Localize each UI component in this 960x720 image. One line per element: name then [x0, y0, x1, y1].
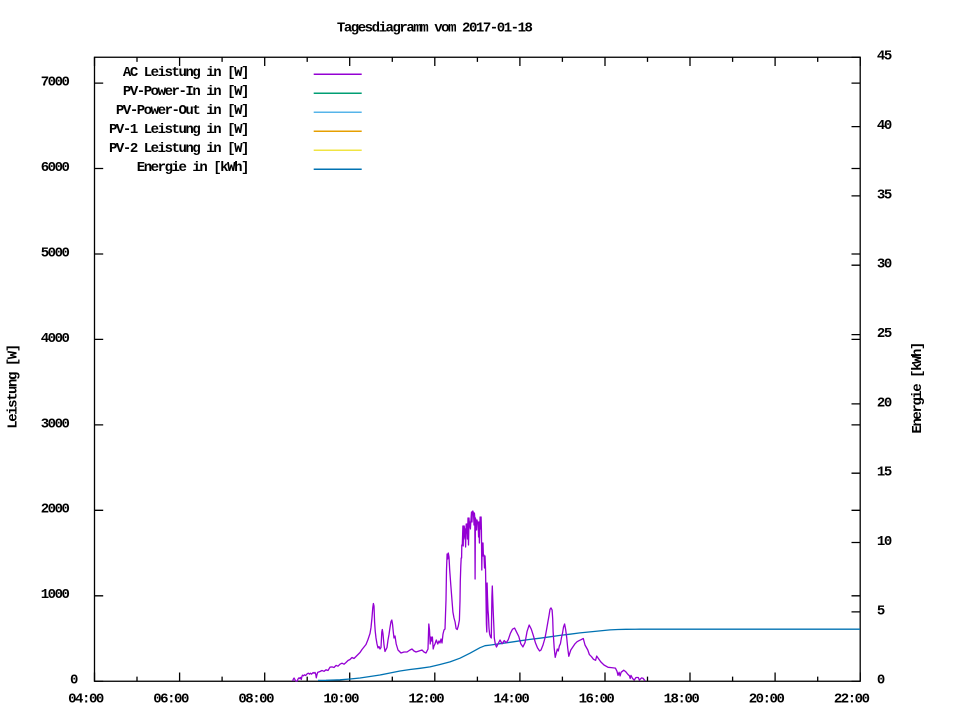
- svg-text:15: 15: [877, 465, 892, 481]
- svg-text:16:00: 16:00: [579, 692, 615, 708]
- svg-text:Energie in [kWh]: Energie in [kWh]: [137, 160, 248, 176]
- svg-text:10: 10: [877, 534, 892, 550]
- svg-text:3000: 3000: [41, 416, 70, 432]
- svg-text:14:00: 14:00: [494, 692, 530, 708]
- svg-text:5000: 5000: [41, 245, 70, 261]
- svg-text:06:00: 06:00: [153, 692, 189, 708]
- svg-text:20: 20: [877, 395, 892, 411]
- svg-text:45: 45: [877, 49, 892, 65]
- svg-text:PV-2 Leistung in [W]: PV-2 Leistung in [W]: [109, 141, 248, 157]
- svg-text:22:00: 22:00: [834, 692, 870, 708]
- svg-text:0: 0: [70, 673, 78, 689]
- svg-text:04:00: 04:00: [68, 692, 104, 708]
- svg-text:40: 40: [877, 118, 892, 134]
- svg-text:35: 35: [877, 187, 892, 203]
- svg-text:7000: 7000: [41, 75, 70, 91]
- svg-text:2000: 2000: [41, 502, 70, 518]
- svg-text:Leistung [W]: Leistung [W]: [6, 345, 22, 428]
- svg-text:AC Leistung in [W]: AC Leistung in [W]: [123, 65, 248, 81]
- svg-text:20:00: 20:00: [749, 692, 785, 708]
- svg-text:08:00: 08:00: [238, 692, 274, 708]
- svg-text:4000: 4000: [41, 331, 70, 347]
- svg-text:25: 25: [877, 326, 892, 342]
- svg-text:18:00: 18:00: [664, 692, 700, 708]
- svg-text:1000: 1000: [41, 587, 70, 603]
- svg-text:12:00: 12:00: [408, 692, 444, 708]
- svg-text:5: 5: [877, 603, 885, 619]
- svg-text:PV-Power-Out in [W]: PV-Power-Out in [W]: [116, 103, 248, 119]
- svg-text:PV-Power-In in [W]: PV-Power-In in [W]: [123, 84, 248, 100]
- svg-text:10:00: 10:00: [323, 692, 359, 708]
- svg-text:Energie [kWh]: Energie [kWh]: [910, 343, 926, 433]
- svg-text:PV-1 Leistung in [W]: PV-1 Leistung in [W]: [109, 122, 248, 138]
- svg-text:Tagesdiagramm vom 2017-01-18: Tagesdiagramm vom 2017-01-18: [337, 20, 533, 36]
- svg-text:30: 30: [877, 257, 892, 273]
- svg-text:6000: 6000: [41, 160, 70, 176]
- svg-text:0: 0: [877, 673, 885, 689]
